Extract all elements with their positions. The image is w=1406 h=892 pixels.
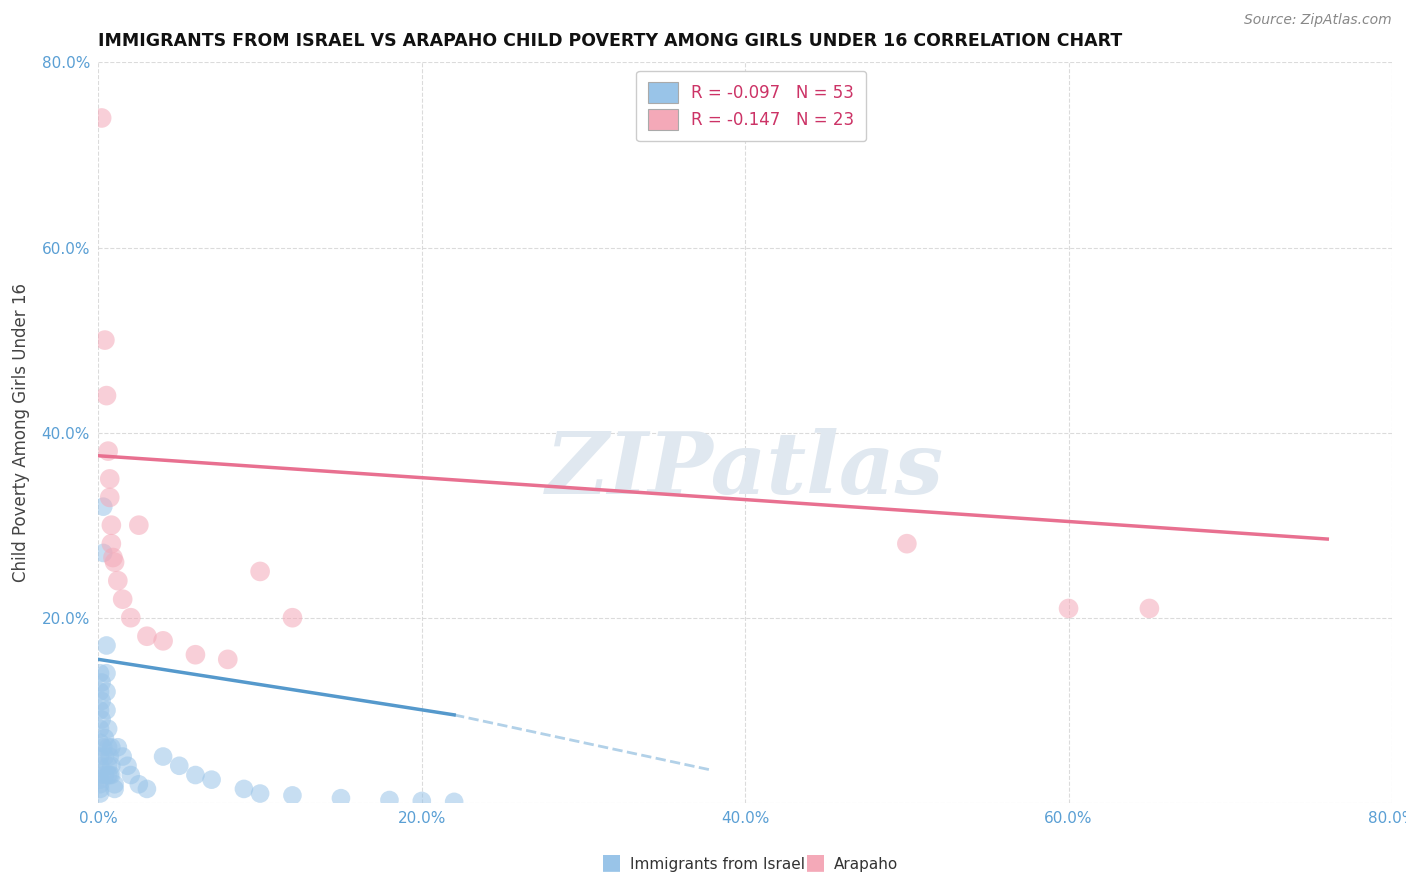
Text: Immigrants from Israel: Immigrants from Israel [630,857,804,872]
Point [136,629,159,643]
Point [152,749,174,764]
Point [97,722,120,736]
Point [233,781,256,796]
Point [184,648,207,662]
Point [330,791,353,805]
Point [107,740,129,755]
Text: ZIPatlas: ZIPatlas [546,428,945,511]
Point [98,472,121,486]
Point [98,491,121,505]
Point [96,685,118,699]
Point [94,333,117,347]
Point [217,652,239,666]
Point [201,772,224,787]
Text: ■: ■ [806,853,825,872]
Point [89,685,111,699]
Point [89,666,111,681]
Point [98,768,121,782]
Point [89,777,111,791]
Point [104,777,127,791]
Point [94,768,117,782]
Point [128,777,150,791]
Point [89,781,111,796]
Point [97,758,120,772]
Point [97,740,120,755]
Point [136,781,159,796]
Text: Arapaho: Arapaho [834,857,898,872]
Point [90,694,112,708]
Point [90,675,112,690]
Point [104,555,127,569]
Point [90,713,112,727]
Point [101,550,124,565]
Point [281,789,304,803]
Point [896,536,918,550]
Point [89,703,111,717]
Point [128,518,150,533]
Point [96,666,118,681]
Point [117,758,139,772]
Point [96,388,118,402]
Point [100,758,122,772]
Point [120,610,142,624]
Point [98,749,121,764]
Point [100,518,122,533]
Y-axis label: Child Poverty Among Girls Under 16: Child Poverty Among Girls Under 16 [13,283,31,582]
Point [89,787,111,801]
Point [97,768,120,782]
Point [249,787,271,801]
Point [184,768,207,782]
Point [111,749,134,764]
Point [443,795,465,809]
Point [89,772,111,787]
Point [100,536,122,550]
Point [90,111,112,125]
Point [169,758,191,772]
Point [100,740,122,755]
Point [89,722,111,736]
Point [249,565,271,579]
Point [104,781,127,796]
Point [96,639,118,653]
Point [89,736,111,750]
Point [281,610,304,624]
Legend: R = -0.097   N = 53, R = -0.147   N = 23: R = -0.097 N = 53, R = -0.147 N = 23 [637,70,866,142]
Point [107,574,129,588]
Text: ■: ■ [602,853,621,872]
Point [378,793,401,807]
Point [1139,601,1161,615]
Text: IMMIGRANTS FROM ISRAEL VS ARAPAHO CHILD POVERTY AMONG GIRLS UNDER 16 CORRELATION: IMMIGRANTS FROM ISRAEL VS ARAPAHO CHILD … [98,32,1122,50]
Point [94,749,117,764]
Point [411,794,433,808]
Point [152,633,174,648]
Point [91,546,114,560]
Point [96,703,118,717]
Point [120,768,142,782]
Point [89,768,111,782]
Point [1057,601,1080,615]
Point [89,749,111,764]
Point [94,731,117,745]
Point [111,592,134,607]
Text: Source: ZipAtlas.com: Source: ZipAtlas.com [1244,13,1392,28]
Point [100,768,122,782]
Point [91,740,114,755]
Point [97,444,120,458]
Point [89,758,111,772]
Point [91,500,114,514]
